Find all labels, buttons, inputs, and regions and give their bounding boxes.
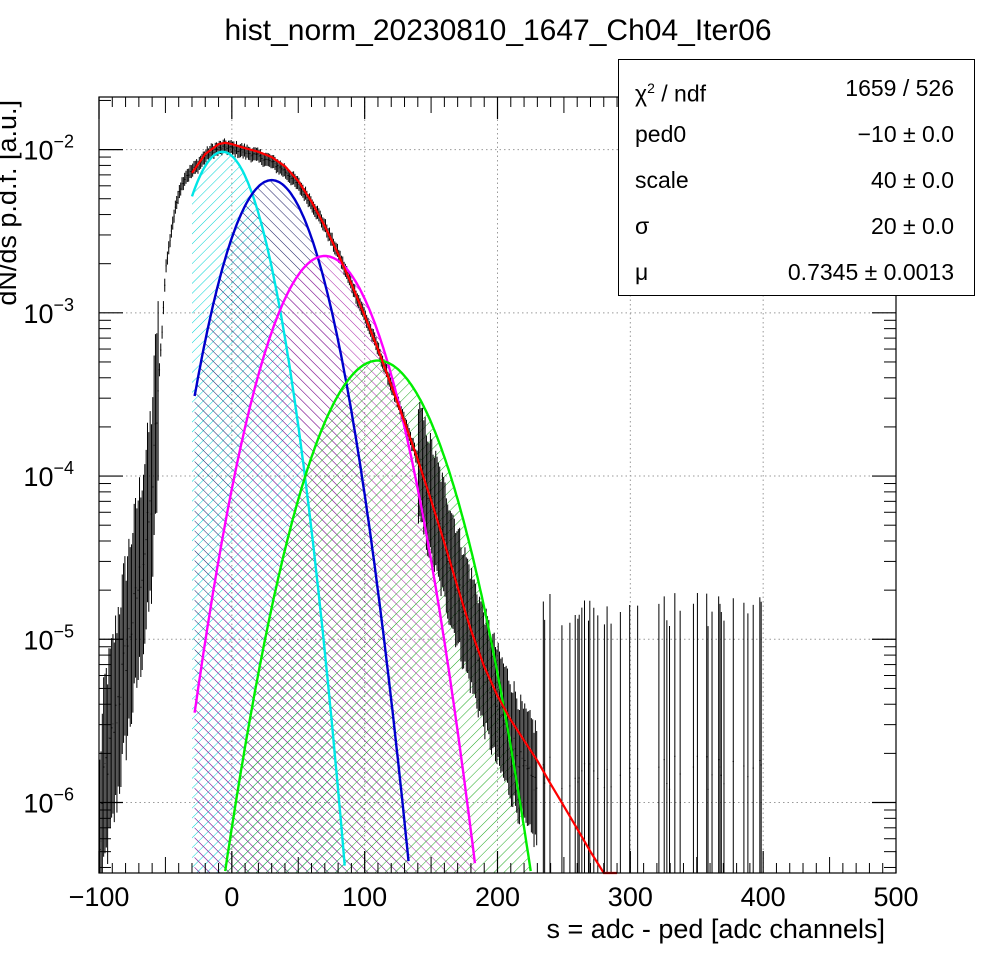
total-fit-curve <box>191 141 618 875</box>
stat-label: σ <box>635 213 650 239</box>
stat-label-sup: 2 <box>647 80 655 96</box>
stat-value: 0.7345 ± 0.0013 <box>787 259 954 285</box>
x-tick-label: 200 <box>475 882 520 912</box>
x-tick-label: 0 <box>224 882 239 912</box>
component-fit-curve <box>193 254 477 864</box>
fit-statistics-box: χ2 / ndf 1659 / 526 ped0 −10 ± 0.0 scale… <box>618 59 975 296</box>
x-tick-label: −100 <box>69 882 130 912</box>
y-axis-label: dN/ds p.d.f. [a.u.] <box>0 100 22 306</box>
stat-label: ped0 <box>635 121 687 147</box>
component-fit-curve <box>193 178 410 862</box>
axes: −100 0 100 200 300 400 500 10−2 10−3 10−4 10−5 10−6 <box>23 97 919 912</box>
x-tick-label: 400 <box>741 882 786 912</box>
stat-value: −10 ± 0.0 <box>857 121 954 147</box>
stat-value: 40 ± 0.0 <box>871 167 954 193</box>
fit-curves <box>190 141 618 875</box>
x-tick-label: 300 <box>608 882 653 912</box>
x-tick-label: 500 <box>873 882 918 912</box>
y-tick-label: 10−3 <box>23 295 74 329</box>
chart-title: hist_norm_20230810_1647_Ch04_Iter06 <box>224 14 772 47</box>
stat-label: μ <box>635 259 649 285</box>
y-tick-label: 10−5 <box>23 621 74 655</box>
stat-value: 20 ± 0.0 <box>871 213 954 239</box>
y-tick-label: 10−4 <box>23 458 74 492</box>
x-tick-label: 100 <box>342 882 387 912</box>
y-tick-label: 10−2 <box>23 132 74 166</box>
stat-mu: μ 0.7345 ± 0.0013 <box>635 252 954 292</box>
y-tick-label: 10−6 <box>23 785 74 819</box>
stat-label: χ <box>635 80 648 107</box>
stat-label-rest: / ndf <box>654 80 707 107</box>
stat-sigma: σ 20 ± 0.0 <box>635 206 954 246</box>
stat-chi2-ndf: χ2 / ndf 1659 / 526 <box>635 68 954 108</box>
component-fit-curve <box>190 150 346 866</box>
component-fills <box>192 151 532 874</box>
stat-scale: scale 40 ± 0.0 <box>635 160 954 200</box>
stat-value: 1659 / 526 <box>845 75 954 101</box>
component-fit-curve <box>224 359 532 872</box>
component-hatch-fill <box>194 360 532 874</box>
stat-ped0: ped0 −10 ± 0.0 <box>635 114 954 154</box>
stat-label: scale <box>635 167 689 193</box>
x-axis-label: s = adc - ped [adc channels] <box>547 914 885 944</box>
